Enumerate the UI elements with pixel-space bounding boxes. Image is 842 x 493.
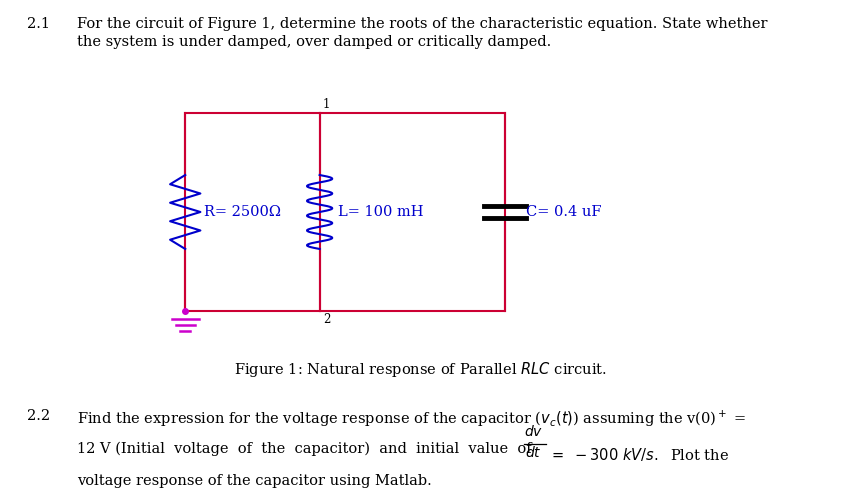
Text: For the circuit of Figure 1, determine the roots of the characteristic equation.: For the circuit of Figure 1, determine t… [77, 17, 768, 31]
Text: 2: 2 [323, 313, 330, 326]
Text: 2.2: 2.2 [27, 409, 50, 423]
Text: 2.1: 2.1 [27, 17, 50, 31]
Text: L= 100 mH: L= 100 mH [338, 205, 424, 219]
Text: R= 2500Ω: R= 2500Ω [204, 205, 280, 219]
Text: 1: 1 [323, 98, 330, 111]
Text: C= 0.4 uF: C= 0.4 uF [526, 205, 602, 219]
Text: the system is under damped, over damped or critically damped.: the system is under damped, over damped … [77, 35, 552, 48]
Text: 12 V (Initial  voltage  of  the  capacitor)  and  initial  value  of: 12 V (Initial voltage of the capacitor) … [77, 441, 532, 456]
Text: Find the expression for the voltage response of the capacitor ($v_c(t)$) assumin: Find the expression for the voltage resp… [77, 409, 747, 429]
Text: $dv$: $dv$ [524, 424, 543, 439]
Text: voltage response of the capacitor using Matlab.: voltage response of the capacitor using … [77, 474, 432, 488]
Text: $dt$: $dt$ [525, 445, 542, 460]
Text: Figure 1: Natural response of Parallel $\it{RLC}$ circuit.: Figure 1: Natural response of Parallel $… [234, 360, 608, 379]
Text: $=\ -300\ kV/s.$  Plot the: $=\ -300\ kV/s.$ Plot the [549, 446, 729, 463]
